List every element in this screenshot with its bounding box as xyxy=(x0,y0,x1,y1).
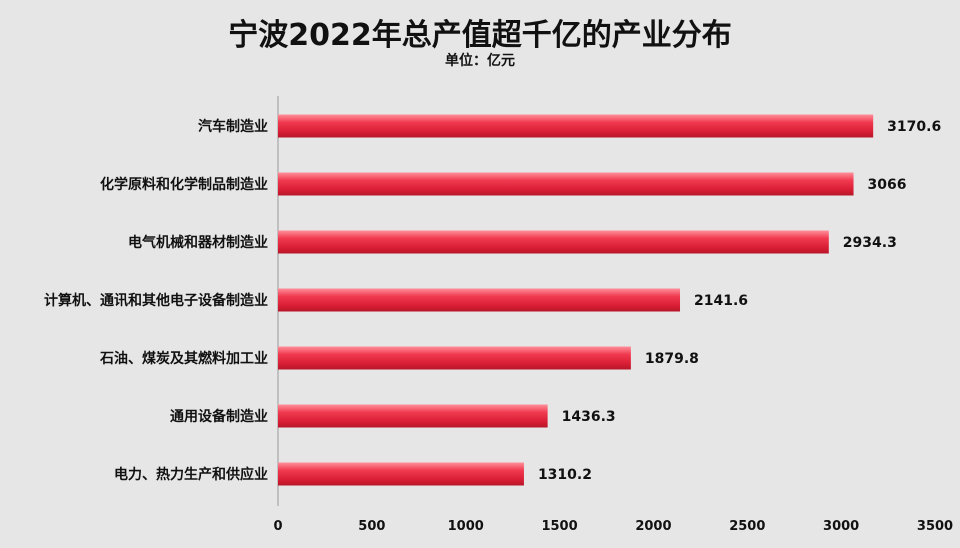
x-tick-label-0: 0 xyxy=(273,519,282,534)
bar-4 xyxy=(278,346,631,370)
category-label-4: 石油、煤炭及其燃料加工业 xyxy=(99,350,268,367)
value-label-5: 1436.3 xyxy=(562,409,616,425)
bar-2 xyxy=(278,230,829,254)
x-tick-label-1: 500 xyxy=(358,519,385,534)
category-label-0: 汽车制造业 xyxy=(198,118,268,135)
x-tick-label-2: 1000 xyxy=(448,519,484,534)
chart-subtitle: 单位：亿元 xyxy=(445,53,515,69)
x-tick-label-4: 2000 xyxy=(635,519,671,534)
value-label-4: 1879.8 xyxy=(645,351,699,367)
x-tick-label-7: 3500 xyxy=(917,519,953,534)
x-tick-label-5: 2500 xyxy=(729,519,765,534)
bar-3 xyxy=(278,288,681,312)
value-label-2: 2934.3 xyxy=(843,235,897,251)
category-label-5: 通用设备制造业 xyxy=(170,408,268,425)
bar-5 xyxy=(278,404,548,428)
value-label-1: 3066 xyxy=(868,177,907,193)
category-label-1: 化学原料和化学制品制造业 xyxy=(100,176,268,193)
value-label-0: 3170.6 xyxy=(887,119,941,135)
category-label-6: 电力、热力生产和供应业 xyxy=(114,466,268,483)
bar-1 xyxy=(278,172,854,196)
value-label-6: 1310.2 xyxy=(538,467,592,483)
category-label-3: 计算机、通讯和其他电子设备制造业 xyxy=(44,292,268,309)
x-tick-label-6: 3000 xyxy=(823,519,859,534)
category-label-2: 电气机械和器材制造业 xyxy=(128,234,268,251)
chart-title: 宁波2022年总产值超千亿的产业分布 xyxy=(228,18,732,53)
x-tick-label-3: 1500 xyxy=(541,519,577,534)
value-label-3: 2141.6 xyxy=(694,293,748,309)
bar-6 xyxy=(278,462,524,486)
bar-0 xyxy=(278,114,874,138)
